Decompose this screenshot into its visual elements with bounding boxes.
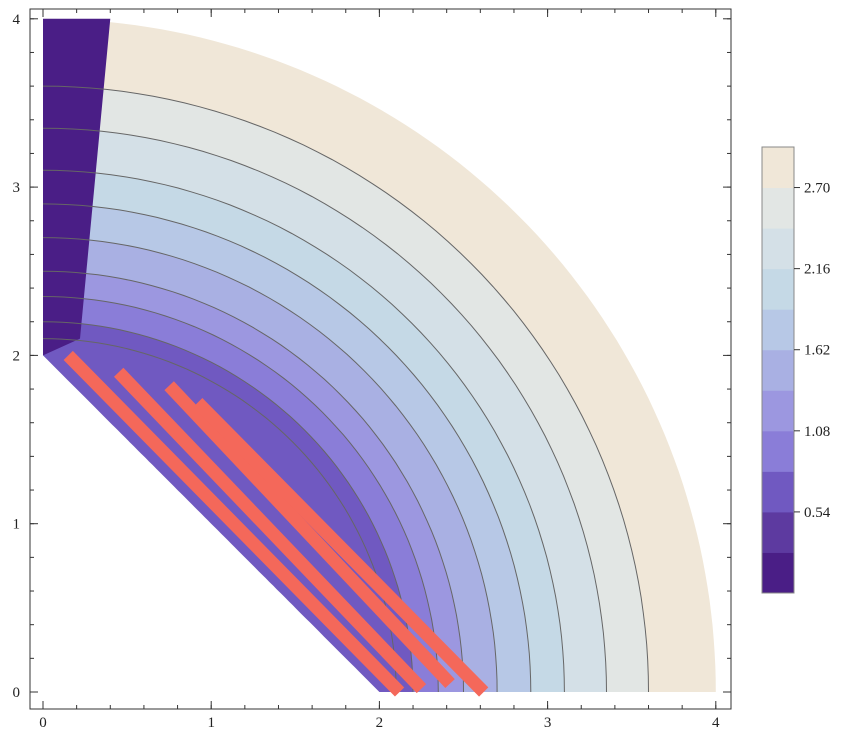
contour-line: [42, 321, 414, 693]
legend-swatch: [762, 309, 794, 351]
x-tick-label: 2: [376, 715, 384, 731]
contour-band: [43, 170, 565, 693]
legend-swatch: [762, 349, 794, 391]
contour-band: [43, 18, 716, 693]
annotation-lines: [63, 350, 489, 697]
y-tick-label: 2: [13, 348, 21, 364]
y-tick-label: 1: [13, 517, 21, 533]
x-tick-label: 4: [712, 715, 720, 731]
legend-frame: [761, 146, 795, 594]
contour-line: [42, 270, 464, 693]
legend-swatch: [762, 390, 794, 432]
legend-tick-label: 2.70: [804, 181, 830, 197]
legend-tick-label: 1.62: [804, 343, 830, 359]
contour-line: [42, 127, 607, 693]
contour-band: [43, 86, 649, 693]
y-tick-label: 4: [13, 12, 21, 28]
x-tick-label: 3: [544, 715, 552, 731]
contour-line: [42, 85, 649, 693]
legend-swatch: [762, 511, 794, 553]
legend-tick-label: 0.54: [804, 505, 831, 521]
legend-tick-label: 2.16: [804, 262, 831, 278]
legend-swatch: [762, 552, 794, 594]
legend-swatch: [762, 187, 794, 229]
contour-band: [43, 321, 413, 692]
legend-tick-label: 1.08: [804, 424, 830, 440]
annotation-line: [63, 350, 405, 697]
contour-band: [43, 128, 607, 692]
legend-swatch: [762, 147, 794, 189]
y-tick-label: 3: [13, 180, 21, 196]
x-tick-label: 1: [207, 715, 215, 731]
x-tick-label: 0: [39, 715, 47, 731]
contour-line: [42, 203, 532, 693]
contour-band: [43, 203, 531, 692]
contour-line: [42, 237, 498, 693]
contour-line: [42, 296, 439, 693]
legend-swatch: [762, 430, 794, 472]
plot-frame: [29, 8, 732, 710]
legend-swatch: [762, 268, 794, 310]
annotation-line: [164, 381, 455, 689]
contour-band: [43, 237, 498, 692]
contour-band: [43, 271, 464, 692]
x-axis: 0 1 2 3 4: [39, 9, 720, 731]
legend-swatch: [762, 471, 794, 513]
legend-swatch: [762, 228, 794, 270]
contour-line: [42, 169, 565, 693]
contour-band: [43, 296, 439, 692]
contour-lines: [42, 85, 649, 693]
annotation-line: [193, 397, 489, 697]
y-axis: 0 1 2 3 4: [13, 12, 731, 701]
contour-fills: [43, 18, 716, 693]
color-legend: 0.54 1.08 1.62 2.16 2.70: [761, 146, 831, 594]
annotation-line: [113, 367, 427, 694]
y-tick-label: 0: [13, 685, 21, 701]
